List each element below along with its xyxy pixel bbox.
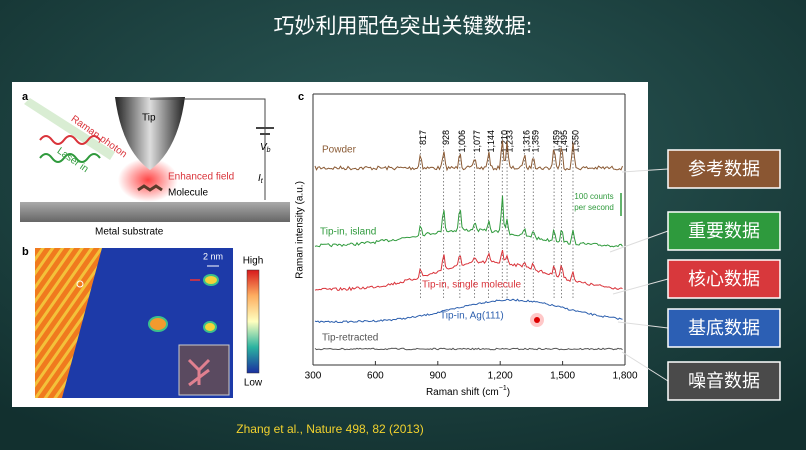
colorbar-low: Low	[244, 378, 263, 389]
peak-label: 1,233	[504, 130, 514, 153]
connector	[612, 278, 669, 295]
voltage-label: Vb	[260, 142, 271, 154]
colorbar	[246, 269, 260, 374]
voltage-symbol: V	[260, 142, 268, 153]
x-axis-label-sup: −1	[499, 385, 507, 392]
spectrum	[314, 298, 623, 324]
molecular-island	[35, 248, 102, 398]
peak-label: 1,316	[522, 130, 532, 153]
callout-text: 噪音数据	[688, 371, 760, 392]
x-axis-label: Raman shift (cm−1)	[426, 385, 510, 398]
enhanced-field-label: Enhanced field	[168, 172, 234, 183]
marker	[76, 280, 84, 288]
peak-label: 1,077	[472, 130, 482, 153]
panel-label: a	[22, 91, 29, 103]
x-tick-label: 900	[429, 371, 446, 382]
y-axis-label: Raman intensity (a.u.)	[295, 181, 306, 279]
laser-wave	[39, 153, 101, 163]
x-tick-label: 1,200	[488, 371, 513, 382]
single-molecule	[148, 316, 168, 332]
tip-label: Tip	[142, 113, 156, 124]
inset-molecule	[187, 358, 211, 387]
raman-wave	[39, 135, 101, 145]
enhanced-field-glow	[118, 158, 178, 202]
x-tick-label: 1,800	[612, 371, 637, 382]
spectrum	[314, 195, 623, 248]
x-tick-label: 1,500	[550, 371, 575, 382]
callout-text: 参考数据	[688, 159, 760, 180]
laser-beam	[24, 98, 115, 160]
panel-b: b 2 nm High Low	[22, 246, 263, 398]
circuit	[150, 98, 266, 200]
highlight-dot	[534, 317, 540, 323]
callout-box	[667, 149, 781, 189]
molecule-label: Molecule	[168, 188, 208, 199]
peak-label: 928	[441, 130, 451, 145]
callout-text: 核心数据	[688, 269, 760, 290]
spectrum-label: Tip-in, island	[320, 227, 376, 238]
spectrum-label: Tip-retracted	[322, 333, 378, 344]
single-molecule	[203, 274, 219, 286]
peak-label: 1,144	[486, 130, 496, 153]
callout-box	[667, 361, 781, 401]
callout-box	[667, 211, 781, 251]
slide-title: 巧妙利用配色突出关键数据:	[273, 14, 532, 38]
scale-note: 100 counts	[574, 192, 613, 201]
peak-label: 1,359	[531, 130, 541, 153]
peak-label: 1,459	[551, 130, 561, 153]
callout-text: 基底数据	[688, 318, 760, 339]
spectrum-label: Tip-in, single molecule	[422, 280, 522, 291]
x-axis-label-text: Raman shift (cm	[426, 387, 499, 398]
panel-label: b	[22, 246, 29, 258]
current-symbol: I	[258, 173, 261, 184]
substrate	[20, 202, 290, 222]
spectrum-label: Tip-in, Ag(111)	[440, 311, 504, 322]
spectrum	[314, 347, 623, 351]
citation: Zhang et al., Nature 498, 82 (2013)	[236, 422, 423, 436]
panel-label: c	[298, 91, 304, 103]
scale-bar-label: 2 nm	[203, 251, 223, 261]
peak-label: 817	[418, 130, 428, 145]
peak-label: 1,210	[500, 130, 510, 153]
peak-label: 1,006	[457, 130, 467, 153]
current-subscript: t	[261, 178, 264, 185]
spectrum-label: Powder	[322, 145, 357, 156]
inset	[178, 344, 230, 396]
callout-text: 重要数据	[688, 221, 760, 242]
panel-c: c Raman intensity (a.u.) Raman shift (cm…	[295, 91, 638, 398]
spectrum	[314, 249, 623, 292]
substrate-label: Metal substrate	[95, 227, 164, 238]
voltage-subscript: b	[267, 147, 271, 154]
spectrum	[314, 140, 623, 172]
molecule-icon	[137, 184, 163, 192]
scale-note: per second	[574, 203, 614, 212]
connector	[621, 351, 669, 382]
connector	[617, 321, 669, 329]
colorbar-high: High	[243, 256, 264, 267]
peak-label: 1,550	[570, 130, 580, 153]
peak-label: 1,495	[559, 130, 569, 153]
x-tick-label: 300	[305, 371, 322, 382]
connector	[621, 168, 669, 173]
callout-box	[667, 259, 781, 299]
current-label: It	[258, 173, 264, 185]
single-molecule	[203, 321, 217, 333]
callout-box	[667, 308, 781, 348]
tip	[115, 97, 185, 170]
connector	[609, 230, 669, 253]
x-tick-label: 600	[367, 371, 384, 382]
x-axis-label-end: )	[507, 387, 510, 398]
